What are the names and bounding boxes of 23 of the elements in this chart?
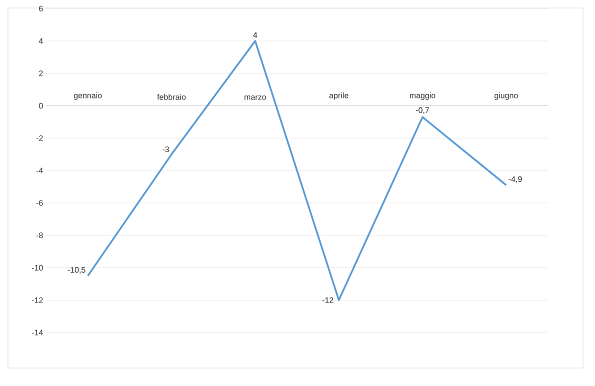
y-tick-label: 4 xyxy=(38,38,43,44)
x-tick-label: giugno xyxy=(494,92,518,100)
x-tick-label: maggio xyxy=(410,92,436,100)
y-tick-label: -10 xyxy=(32,264,43,271)
data-label: -0,7 xyxy=(416,107,430,114)
x-tick-label: febbraio xyxy=(157,94,186,100)
data-label: -3 xyxy=(162,146,169,152)
y-tick-label: 2 xyxy=(39,70,43,76)
x-tick-label: marzo xyxy=(244,95,266,100)
x-tick-label: aprile xyxy=(329,92,348,100)
data-label: -4,9 xyxy=(508,176,522,183)
y-tick-label: -12 xyxy=(32,297,43,303)
y-tick-label: 0 xyxy=(39,102,43,109)
y-tick-label: -2 xyxy=(36,135,43,141)
y-tick-label: 6 xyxy=(39,6,43,12)
data-label: -10,5 xyxy=(68,267,86,274)
y-tick-label: -6 xyxy=(36,200,43,206)
data-label: -12 xyxy=(322,297,334,303)
y-tick-label: -4 xyxy=(36,168,43,174)
y-tick-label: -14 xyxy=(32,330,43,336)
y-tick-label: -8 xyxy=(36,232,43,238)
x-tick-label: gennaio xyxy=(74,92,102,100)
data-label: 4 xyxy=(253,32,258,38)
